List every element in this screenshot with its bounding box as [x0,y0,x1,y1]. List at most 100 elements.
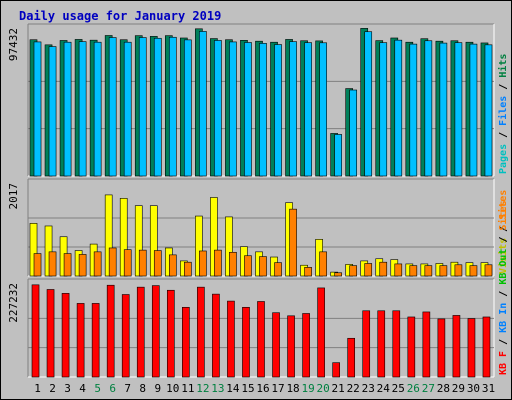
bar-sites [214,249,222,277]
bar-kb-f [106,284,115,378]
x-tick-label: 17 [271,382,284,395]
bar-sites [439,265,448,277]
bar-visits [119,198,128,277]
bar-kb-f [362,310,371,378]
bar-kb-f [151,285,160,378]
bar-visits [104,194,113,277]
x-tick-label: 9 [154,382,161,395]
legend-entry: / [498,339,509,351]
legend-entry: / [498,291,509,303]
legend-top: Pages / Files / Hits [497,54,509,174]
bar-files [394,39,403,177]
bar-files [93,41,102,177]
x-tick-label: 19 [301,382,314,395]
bar-sites [379,261,388,277]
bar-files [469,43,478,177]
legend-entry: Visits [497,238,509,274]
bar-sites [93,251,102,277]
x-tick-label: 31 [482,382,495,395]
bar-kb-f [347,337,356,378]
y-max-label-bottom: 227232 [7,283,20,323]
chart-title: Daily usage for January 2019 [19,9,222,23]
bar-visits [134,205,143,277]
bar-files [319,42,327,177]
bar-sites [424,265,433,277]
bar-kb-f [422,311,431,378]
x-tick-label: 30 [467,382,480,395]
bar-files [379,42,388,177]
bar-sites [108,247,117,277]
bar-sites [334,272,342,277]
bar-files [484,44,493,177]
bar-sites [349,265,358,277]
legend-entry: / [498,132,509,144]
bar-kb-f [136,286,145,378]
bar-files [289,41,297,177]
bar-sites [78,254,87,277]
x-tick-label: 27 [422,382,435,395]
bar-sites [319,251,327,277]
bar-visits [149,205,158,277]
bar-sites [274,262,282,277]
x-tick-label: 10 [166,382,179,395]
bar-files [184,39,192,177]
bar-kb-f [332,362,340,378]
x-tick-label: 4 [79,382,86,395]
bar-files [63,41,72,177]
bar-sites [364,263,373,277]
bar-sites [199,250,207,277]
bar-kb-f [272,312,280,378]
bar-sites [289,208,297,277]
bar-sites [409,265,418,277]
bar-files [349,89,358,177]
x-tick-label: 23 [362,382,375,395]
x-tick-label: 11 [181,382,194,395]
bar-kb-f [91,303,100,378]
bar-files [244,42,252,177]
bar-kb-f [242,306,250,378]
x-tick-label: 3 [64,382,71,395]
legend-entry: Sites [497,190,509,226]
bar-files [78,41,87,177]
bar-sites [138,249,147,277]
bar-visits [44,225,53,277]
legend-entry: Hits [497,54,509,84]
x-tick-label: 1 [34,382,41,395]
x-tick-label: 24 [377,382,391,395]
bar-kb-f [76,303,85,378]
bar-files [123,41,132,177]
x-tick-label: 22 [347,382,360,395]
bar-sites [184,261,192,277]
bar-files [274,44,282,177]
x-tick-label: 14 [226,382,240,395]
bar-files [138,37,147,177]
bar-files [454,42,463,177]
bar-kb-f [482,316,491,378]
legend-entry: Files [497,96,509,132]
legend-entry: Sites [497,200,509,236]
x-tick-label: 25 [392,382,405,395]
bar-files [108,37,117,177]
x-tick-label: 16 [256,382,269,395]
bar-sites [244,255,252,277]
x-tick-label: 28 [437,382,450,395]
x-tick-label: 8 [139,382,146,395]
x-tick-label: 15 [241,382,254,395]
legend-middle: Visits / Sites [497,190,509,274]
bar-kb-f [467,318,476,378]
x-tick-label: 12 [196,382,209,395]
bar-sites [259,256,267,277]
legend-entry: KB Out [498,249,509,291]
bar-kb-f [61,293,70,378]
bar-sites [63,253,72,277]
x-tick-label: 20 [317,382,330,395]
bar-kb-f [182,306,190,378]
bar-kb-f [392,310,401,378]
bar-sites [168,254,177,277]
legend-entry: / [498,84,509,96]
x-tick-label: 5 [94,382,101,395]
bar-files [229,41,237,177]
x-tick-label: 18 [286,382,299,395]
bar-visits [225,216,233,277]
